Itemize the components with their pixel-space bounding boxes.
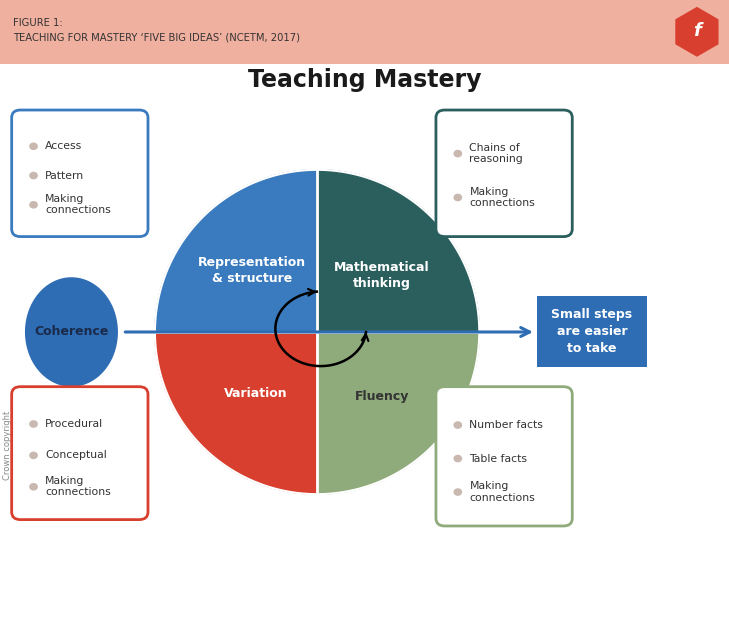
Circle shape <box>453 150 462 158</box>
FancyBboxPatch shape <box>436 387 572 526</box>
FancyBboxPatch shape <box>436 110 572 237</box>
Text: Pattern: Pattern <box>45 170 85 181</box>
Text: Chains of
reasoning: Chains of reasoning <box>469 143 523 164</box>
Circle shape <box>29 452 38 459</box>
Circle shape <box>29 483 38 490</box>
Circle shape <box>453 455 462 462</box>
Text: Mathematical
thinking: Mathematical thinking <box>334 261 430 290</box>
FancyBboxPatch shape <box>0 0 729 64</box>
Circle shape <box>29 142 38 150</box>
Polygon shape <box>26 278 117 386</box>
Text: Making
connections: Making connections <box>469 481 535 502</box>
Text: FIGURE 1:
TEACHING FOR MASTERY ‘FIVE BIG IDEAS’ (NCETM, 2017): FIGURE 1: TEACHING FOR MASTERY ‘FIVE BIG… <box>13 18 300 43</box>
Polygon shape <box>155 170 317 332</box>
Text: Variation: Variation <box>224 387 287 400</box>
Circle shape <box>29 201 38 209</box>
Text: Conceptual: Conceptual <box>45 450 107 460</box>
Circle shape <box>453 488 462 496</box>
Text: Making
connections: Making connections <box>469 187 535 208</box>
Circle shape <box>453 421 462 429</box>
Text: Access: Access <box>45 141 82 151</box>
Text: Crown copyright: Crown copyright <box>3 411 12 480</box>
Text: Making
connections: Making connections <box>45 476 111 497</box>
Text: Making
connections: Making connections <box>45 194 111 216</box>
Circle shape <box>453 193 462 201</box>
FancyBboxPatch shape <box>12 387 148 520</box>
Text: Procedural: Procedural <box>45 419 104 429</box>
Circle shape <box>29 420 38 428</box>
Text: Coherence: Coherence <box>34 326 109 338</box>
Text: f: f <box>693 22 701 39</box>
Text: Number facts: Number facts <box>469 420 543 430</box>
Text: Table facts: Table facts <box>469 453 528 464</box>
FancyBboxPatch shape <box>12 110 148 237</box>
Circle shape <box>29 172 38 179</box>
Polygon shape <box>676 8 718 56</box>
Polygon shape <box>317 332 479 494</box>
Text: Representation
& structure: Representation & structure <box>198 256 306 285</box>
Text: Fluency: Fluency <box>355 391 409 403</box>
Polygon shape <box>317 170 479 332</box>
Polygon shape <box>155 332 317 494</box>
Text: Small steps
are easier
to take: Small steps are easier to take <box>551 308 633 355</box>
FancyBboxPatch shape <box>537 296 647 367</box>
Text: Teaching Mastery: Teaching Mastery <box>248 68 481 92</box>
